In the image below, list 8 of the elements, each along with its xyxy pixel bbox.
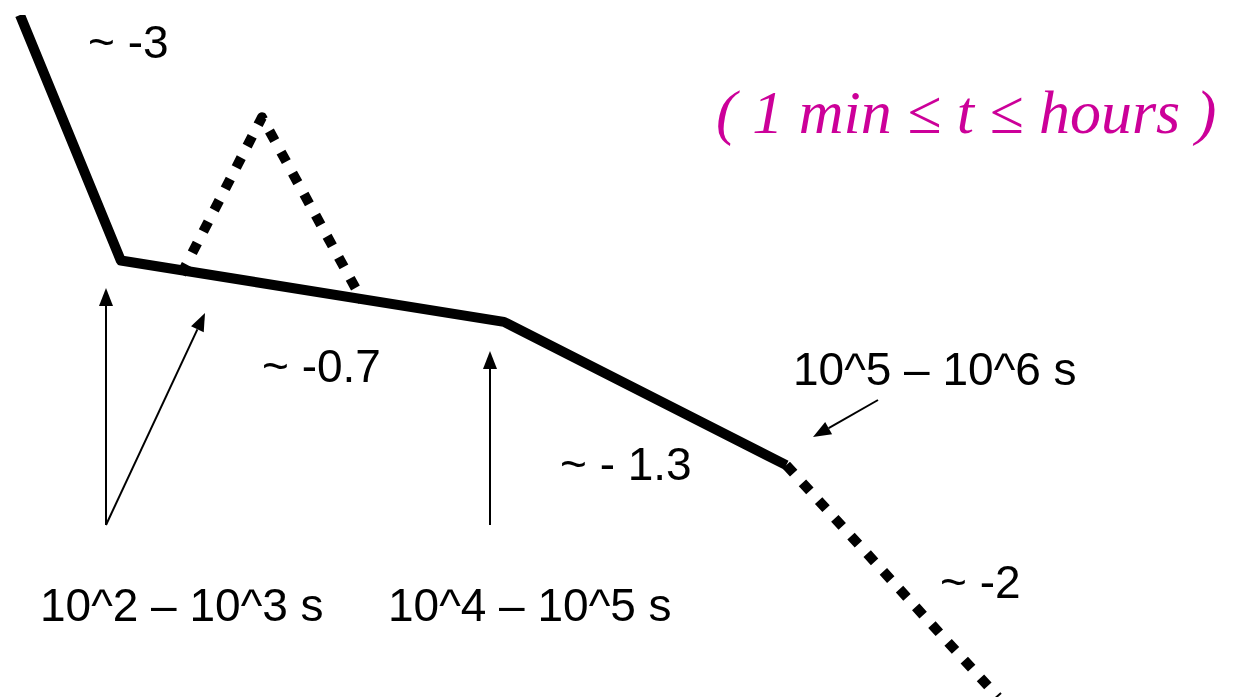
annotation: ~ -0.7: [262, 340, 381, 392]
annotation: ( 1 min ≤ t ≤ hours ): [716, 78, 1217, 147]
annotation: 10^5 – 10^6 s: [793, 343, 1077, 395]
annotation: 10^2 – 10^3 s: [40, 579, 324, 631]
annotation: ~ -2: [940, 556, 1021, 608]
annotation: 10^4 – 10^5 s: [388, 579, 672, 631]
annotation: ~ -3: [88, 16, 169, 68]
annotation: ~ - 1.3: [560, 438, 692, 490]
